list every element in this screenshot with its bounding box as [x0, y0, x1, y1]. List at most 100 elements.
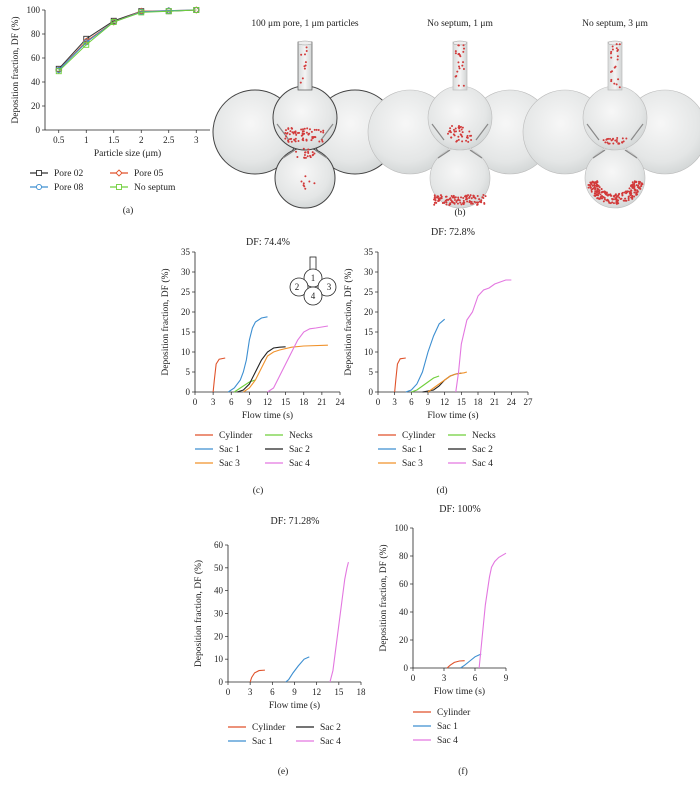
particle — [596, 197, 599, 200]
inset-sac — [289, 277, 309, 297]
series-line — [394, 357, 406, 393]
particle — [589, 185, 592, 188]
legend-label: Sac 1 — [402, 445, 423, 455]
x-tick-label: 12 — [440, 397, 449, 407]
y-tick-label: 15 — [364, 327, 374, 337]
x-tick-label: 24 — [507, 397, 517, 407]
x-tick-label: 1.5 — [108, 135, 120, 145]
septum — [276, 123, 290, 141]
particle — [294, 132, 297, 135]
particle — [611, 48, 614, 51]
particle — [303, 127, 306, 130]
particle — [589, 181, 592, 184]
particle — [630, 189, 633, 192]
particle — [610, 194, 613, 197]
particle — [290, 140, 293, 143]
x-axis-label: Flow time (s) — [427, 410, 478, 421]
x-tick-label: 0 — [411, 673, 416, 683]
series-line — [233, 379, 256, 393]
y-tick-label: 15 — [181, 327, 191, 337]
particle — [626, 190, 629, 193]
particle — [451, 200, 454, 203]
particle — [449, 129, 452, 132]
deposited-particles — [587, 43, 644, 205]
particle — [315, 128, 318, 131]
series-sac-4 — [455, 279, 512, 393]
x-tick-label: 3 — [194, 135, 199, 145]
particle — [590, 181, 593, 184]
particle — [300, 180, 303, 183]
y-axis-label: Deposition fraction, DF (%) — [378, 544, 389, 651]
legend-label: Sac 4 — [289, 459, 310, 469]
particle — [440, 195, 443, 198]
legend-label: Sac 3 — [219, 459, 240, 469]
x-tick-label: 0.5 — [53, 135, 65, 145]
y-tick-label: 25 — [181, 287, 191, 297]
series-line — [58, 9, 197, 71]
particle — [621, 193, 624, 196]
particle — [635, 184, 638, 187]
particle — [621, 141, 624, 144]
particle — [590, 190, 593, 193]
particle — [603, 198, 606, 201]
series-line — [427, 371, 468, 393]
particle — [594, 187, 597, 190]
alveolar-model-3: No septum, 3 μm — [522, 19, 700, 209]
particle — [631, 181, 634, 184]
particle — [293, 131, 296, 134]
particle — [601, 190, 604, 193]
particle — [303, 154, 306, 157]
x-tick-label: 6 — [473, 673, 478, 683]
particle — [287, 127, 290, 130]
particle — [596, 193, 599, 196]
particle — [456, 202, 459, 205]
particle — [437, 200, 440, 203]
series-line — [227, 316, 268, 393]
particle — [610, 50, 613, 53]
panel-label: (a) — [123, 205, 134, 216]
particle — [302, 182, 305, 185]
particle — [612, 142, 615, 145]
particle — [610, 56, 613, 59]
particle — [623, 191, 626, 194]
legend-marker — [115, 169, 123, 177]
series-line — [285, 656, 310, 683]
y-tick-label: 20 — [399, 635, 409, 645]
x-tick-label: 3 — [442, 673, 447, 683]
particle — [596, 189, 599, 192]
particle — [461, 140, 464, 143]
particle — [615, 83, 618, 86]
particle — [289, 130, 292, 133]
x-tick-label: 12 — [263, 397, 272, 407]
particle — [627, 197, 630, 200]
particle — [476, 203, 479, 206]
particle — [587, 186, 590, 189]
particle — [319, 130, 322, 133]
particle — [462, 61, 465, 64]
series-sac-4 — [478, 552, 507, 669]
particle — [445, 201, 448, 204]
particle — [615, 200, 618, 203]
particle — [459, 133, 462, 136]
septum — [624, 149, 638, 159]
x-tick-label: 15 — [334, 687, 344, 697]
particle — [460, 196, 463, 199]
particle — [635, 193, 638, 196]
particle — [456, 70, 459, 73]
y-tick-label: 0 — [219, 677, 224, 687]
particle — [593, 182, 596, 185]
x-tick-label: 15 — [281, 397, 291, 407]
particle — [624, 197, 627, 200]
series-sac-1 — [460, 653, 482, 669]
legend-label: Necks — [472, 431, 496, 441]
particle — [591, 188, 594, 191]
legend-label: Sac 4 — [320, 737, 341, 747]
deposited-particles — [284, 46, 325, 190]
y-tick-label: 60 — [214, 540, 224, 550]
particle — [304, 187, 307, 190]
particle — [284, 132, 287, 135]
y-tick-label: 60 — [31, 53, 41, 63]
series-cylinder — [249, 669, 265, 683]
septum — [314, 149, 328, 159]
